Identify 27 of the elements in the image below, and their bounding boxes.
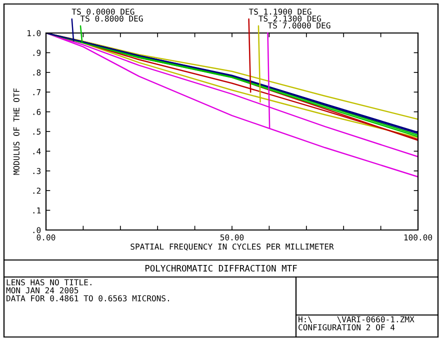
- x-tick-label: 0.00: [36, 234, 56, 240]
- x-tick-label: 50.00: [220, 234, 244, 240]
- text: CONFIGURATION 2 OF 4: [298, 324, 395, 330]
- y-tick-label: .4: [33, 148, 41, 154]
- y-tick-label: .9: [33, 50, 41, 56]
- y-tick-label: .1: [33, 208, 41, 214]
- text: LENS HAS NO TITLE.: [6, 279, 92, 286]
- y-tick-label: .0: [33, 227, 41, 234]
- annotation: TS 7.0000 DEG: [268, 22, 330, 28]
- text: H:\ \VARI-0660-1.ZMX: [298, 316, 414, 323]
- y-tick-label: .5: [33, 128, 40, 135]
- x-axis-title: SPATIAL FREQUENCY IN CYCLES PER MILLIMETER: [130, 244, 334, 251]
- y-tick-label: .8: [33, 70, 41, 76]
- y-tick-label: .3: [33, 168, 41, 174]
- y-tick-label: .7: [33, 89, 41, 96]
- annotation: TS 0.0000 DEG: [72, 8, 134, 15]
- y-tick-label: 1.0: [28, 30, 41, 36]
- y-tick-label: .2: [33, 188, 40, 194]
- annotation: TS 0.8000 DEG: [80, 15, 143, 22]
- y-tick-label: .6: [33, 108, 41, 115]
- y-axis-title: MODULUS OF THE OTF: [13, 88, 20, 175]
- x-tick-label: 100.00: [404, 234, 432, 240]
- text: POLYCHROMATIC DIFFRACTION MTF: [145, 264, 297, 272]
- annotation: TS 2.1300 DEG: [258, 15, 321, 22]
- text: DATA FOR 0.4861 TO 0.6563 MICRONS.: [6, 295, 169, 302]
- text: MON JAN 24 2005: [6, 287, 78, 294]
- annotation: TS 1.1900 DEG: [248, 8, 312, 15]
